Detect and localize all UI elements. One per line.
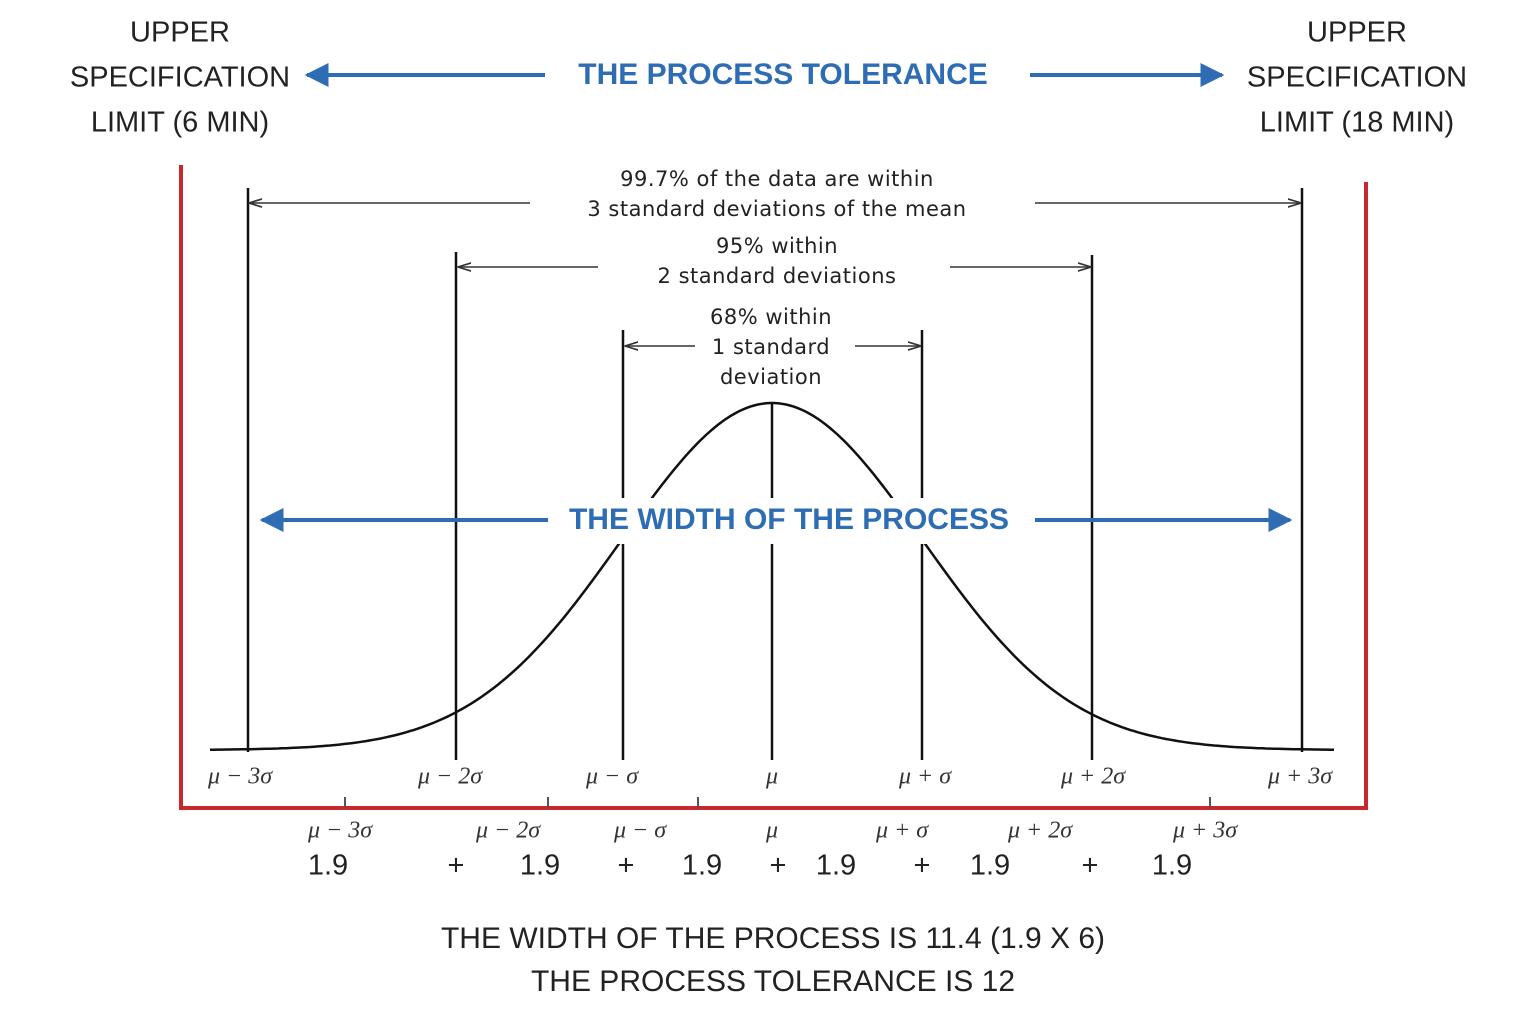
range-label: 1 standard [712,335,830,359]
segment-label: μ + σ [875,818,929,844]
range-label: 68% within [710,305,832,329]
spec-label: SPECIFICATION [1247,62,1467,94]
segment-value: 1.9 [1152,850,1192,882]
range-arrows [250,203,1300,346]
plus-sign: + [1082,850,1099,882]
axis-label: μ − 3σ [207,764,273,790]
sigma-lines [246,188,1304,760]
plus-sign: + [914,850,931,882]
segment-label: μ − 3σ [307,818,373,844]
segment-value: 1.9 [816,850,856,882]
segment-value: 1.9 [970,850,1010,882]
axis-label: μ − σ [585,764,639,790]
range-label: 95% within [716,234,838,258]
segment-label: μ − σ [613,818,667,844]
spec-label: SPECIFICATION [70,62,290,94]
plus-sign: + [618,850,635,882]
tolerance-label: THE PROCESS TOLERANCE [578,58,988,91]
segment-label: μ − 2σ [475,818,541,844]
labels: UPPER SPECIFICATION LIMIT (6 MIN) UPPER SPEC… [70,17,1467,998]
plus-sign: + [448,850,465,882]
axis-label: μ [765,764,778,790]
segment-label: μ [765,818,778,844]
spec-label: LIMIT (18 MIN) [1260,107,1454,139]
range-label: deviation [720,365,822,389]
axis-label: μ + 2σ [1060,764,1126,790]
width-label: THE WIDTH OF THE PROCESS [569,503,1009,536]
segment-value: 1.9 [308,850,348,882]
range-label: 2 standard deviations [658,264,897,288]
axis-label: μ + σ [898,764,952,790]
footer-line: THE PROCESS TOLERANCE IS 12 [531,965,1015,998]
segment-label: μ + 3σ [1172,818,1238,844]
segment-value: 1.9 [682,850,722,882]
segment-label: μ + 2σ [1007,818,1073,844]
spec-bracket [179,165,1368,810]
footer-line: THE WIDTH OF THE PROCESS IS 11.4 (1.9 X … [441,922,1105,955]
plus-sign: + [770,850,787,882]
spec-label: LIMIT (6 MIN) [91,107,269,139]
axis-label: μ + 3σ [1267,764,1333,790]
spec-label: UPPER [130,17,230,49]
range-label: 3 standard deviations of the mean [587,197,966,221]
segment-value: 1.9 [520,850,560,882]
label-backdrop [555,498,1025,544]
range-label: 99.7% of the data are within [620,167,934,191]
spec-label: UPPER [1307,17,1407,49]
axis-label: μ − 2σ [417,764,483,790]
